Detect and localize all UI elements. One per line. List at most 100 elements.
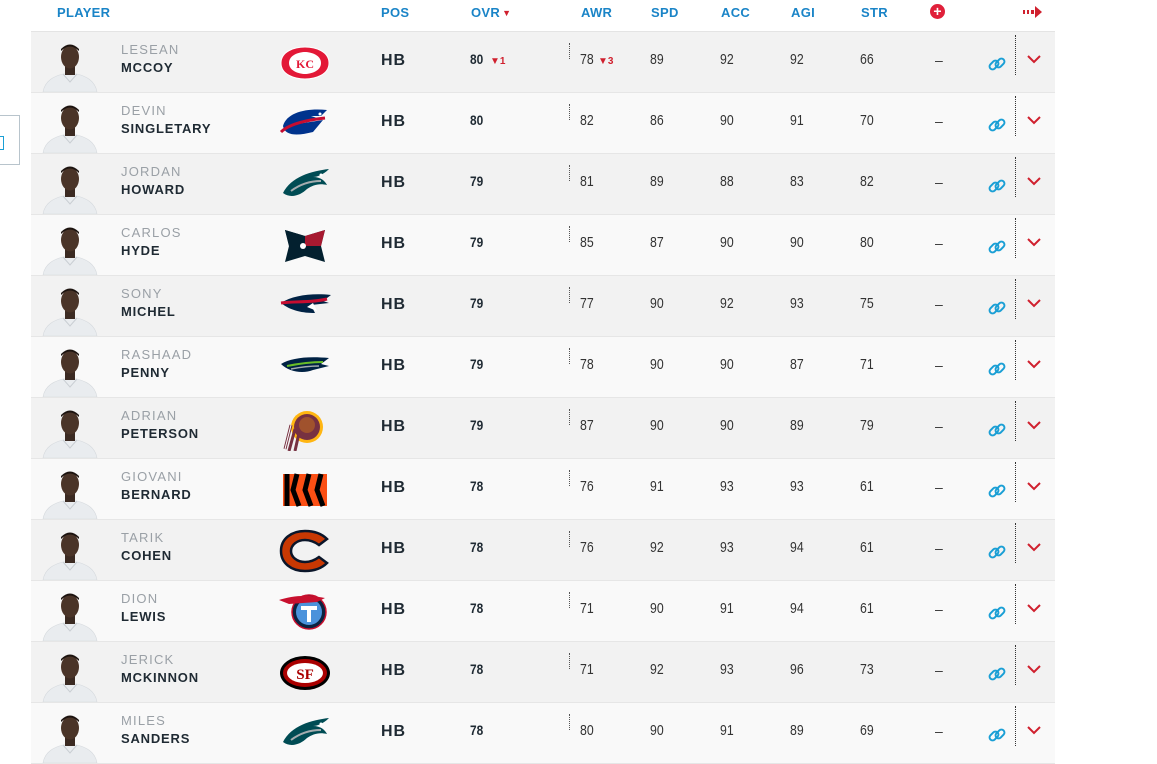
awr-divider [569, 43, 570, 59]
table-row[interactable]: RASHAAD PENNY HB 79 78 90 90 87 71 – [31, 337, 1055, 398]
player-first-name[interactable]: RASHAAD [121, 347, 193, 362]
bears-logo [279, 529, 329, 573]
chevron-down-icon[interactable] [1027, 664, 1041, 674]
table-row[interactable]: DEVIN SINGLETARY HB 80 82 86 90 91 70 – [31, 93, 1055, 154]
awr-divider [569, 287, 570, 303]
position: HB [381, 723, 407, 740]
link-icon[interactable] [987, 237, 1007, 257]
table-row[interactable]: MILES SANDERS HB 78 80 90 91 89 69 – [31, 703, 1055, 764]
link-icon[interactable] [987, 176, 1007, 196]
action-divider [1015, 35, 1016, 75]
link-icon[interactable] [987, 359, 1007, 379]
player-first-name[interactable]: SONY [121, 286, 163, 301]
player-first-name[interactable]: CARLOS [121, 225, 182, 240]
link-icon[interactable] [987, 420, 1007, 440]
eagles-logo [283, 718, 329, 745]
chevron-down-icon[interactable] [1027, 603, 1041, 613]
player-last-name[interactable]: MCCOY [121, 60, 174, 75]
link-icon[interactable] [987, 115, 1007, 135]
plus-circle-icon[interactable]: + [930, 4, 945, 19]
table-row[interactable]: GIOVANI BERNARD HB 78 76 91 93 93 61 – [31, 459, 1055, 520]
table-body: LESEAN MCCOY KC HB 80 ▼1 78 ▼3 89 92 92 … [31, 32, 1055, 764]
action-divider [1015, 706, 1016, 746]
side-panel-tab[interactable] [0, 115, 20, 165]
player-last-name[interactable]: BERNARD [121, 487, 192, 502]
header-ovr-label: OVR [471, 5, 501, 20]
player-first-name[interactable]: LESEAN [121, 42, 180, 57]
chevron-down-icon[interactable] [1027, 725, 1041, 735]
table-row[interactable]: JORDAN HOWARD HB 79 81 89 88 83 82 – [31, 154, 1055, 215]
link-icon[interactable] [987, 542, 1007, 562]
position: HB [381, 113, 407, 130]
player-first-name[interactable]: DEVIN [121, 103, 167, 118]
header-ovr[interactable]: OVR ▼ [471, 5, 511, 20]
position: HB [381, 418, 407, 435]
header-acc[interactable]: ACC [721, 5, 751, 20]
action-divider [1015, 523, 1016, 563]
player-last-name[interactable]: HOWARD [121, 182, 186, 197]
header-awr[interactable]: AWR [581, 5, 613, 20]
header-spd[interactable]: SPD [651, 5, 679, 20]
speed-rating: 86 [650, 112, 664, 129]
table-row[interactable]: LESEAN MCCOY KC HB 80 ▼1 78 ▼3 89 92 92 … [31, 32, 1055, 93]
player-last-name[interactable]: PETERSON [121, 426, 199, 441]
table-row[interactable]: CARLOS HYDE HB 79 85 87 90 90 80 – [31, 215, 1055, 276]
player-last-name[interactable]: MICHEL [121, 304, 176, 319]
table-row[interactable]: JERICK MCKINNON SF HB 78 71 92 93 96 73 … [31, 642, 1055, 703]
player-first-name[interactable]: JORDAN [121, 164, 182, 179]
chevron-down-icon[interactable] [1027, 359, 1041, 369]
acceleration-rating: 90 [720, 356, 734, 373]
chevron-down-icon[interactable] [1027, 237, 1041, 247]
table-row[interactable]: TARIK COHEN HB 78 76 92 93 94 61 – [31, 520, 1055, 581]
speed-rating: 90 [650, 600, 664, 617]
header-player[interactable]: PLAYER [57, 5, 111, 20]
table-row[interactable]: DION LEWIS HB 78 71 90 91 94 61 – [31, 581, 1055, 642]
header-str[interactable]: STR [861, 5, 888, 20]
arrow-right-icon[interactable] [1023, 4, 1043, 20]
chevron-down-icon[interactable] [1027, 298, 1041, 308]
position: HB [381, 540, 407, 557]
awareness-rating: 78 [580, 356, 594, 373]
player-last-name[interactable]: SANDERS [121, 731, 191, 746]
link-icon[interactable] [987, 298, 1007, 318]
link-icon[interactable] [987, 481, 1007, 501]
link-icon[interactable] [987, 725, 1007, 745]
link-icon[interactable] [987, 603, 1007, 623]
position: HB [381, 479, 407, 496]
player-first-name[interactable]: JERICK [121, 652, 175, 667]
player-last-name[interactable]: HYDE [121, 243, 161, 258]
texans-logo [285, 230, 325, 262]
player-first-name[interactable]: DION [121, 591, 159, 606]
table-row[interactable]: SONY MICHEL HB 79 77 90 92 93 75 – [31, 276, 1055, 337]
chevron-down-icon[interactable] [1027, 176, 1041, 186]
player-first-name[interactable]: MILES [121, 713, 167, 728]
player-last-name[interactable]: COHEN [121, 548, 172, 563]
table-row[interactable]: ADRIAN PETERSON HB 79 87 90 90 89 79 – [31, 398, 1055, 459]
awareness-rating: 80 [580, 722, 594, 739]
chevron-down-icon[interactable] [1027, 481, 1041, 491]
position: HB [381, 601, 407, 618]
player-first-name[interactable]: TARIK [121, 530, 165, 545]
awareness-change: ▼3 [598, 56, 614, 67]
player-last-name[interactable]: LEWIS [121, 609, 167, 624]
speed-rating: 90 [650, 356, 664, 373]
link-icon[interactable] [987, 54, 1007, 74]
chevron-down-icon[interactable] [1027, 420, 1041, 430]
header-agi[interactable]: AGI [791, 5, 816, 20]
chevron-down-icon[interactable] [1027, 115, 1041, 125]
overall-rating: 78 [470, 539, 484, 555]
player-last-name[interactable]: PENNY [121, 365, 170, 380]
agility-rating: 87 [790, 356, 804, 373]
acceleration-rating: 93 [720, 661, 734, 678]
chevron-down-icon[interactable] [1027, 542, 1041, 552]
player-last-name[interactable]: SINGLETARY [121, 121, 212, 136]
link-icon[interactable] [987, 664, 1007, 684]
extra-value: – [935, 235, 943, 251]
awareness-rating: 82 [580, 112, 594, 129]
player-first-name[interactable]: GIOVANI [121, 469, 183, 484]
chevron-down-icon[interactable] [1027, 54, 1041, 64]
player-first-name[interactable]: ADRIAN [121, 408, 178, 423]
agility-rating: 90 [790, 234, 804, 251]
player-last-name[interactable]: MCKINNON [121, 670, 199, 685]
header-pos[interactable]: POS [381, 5, 410, 20]
